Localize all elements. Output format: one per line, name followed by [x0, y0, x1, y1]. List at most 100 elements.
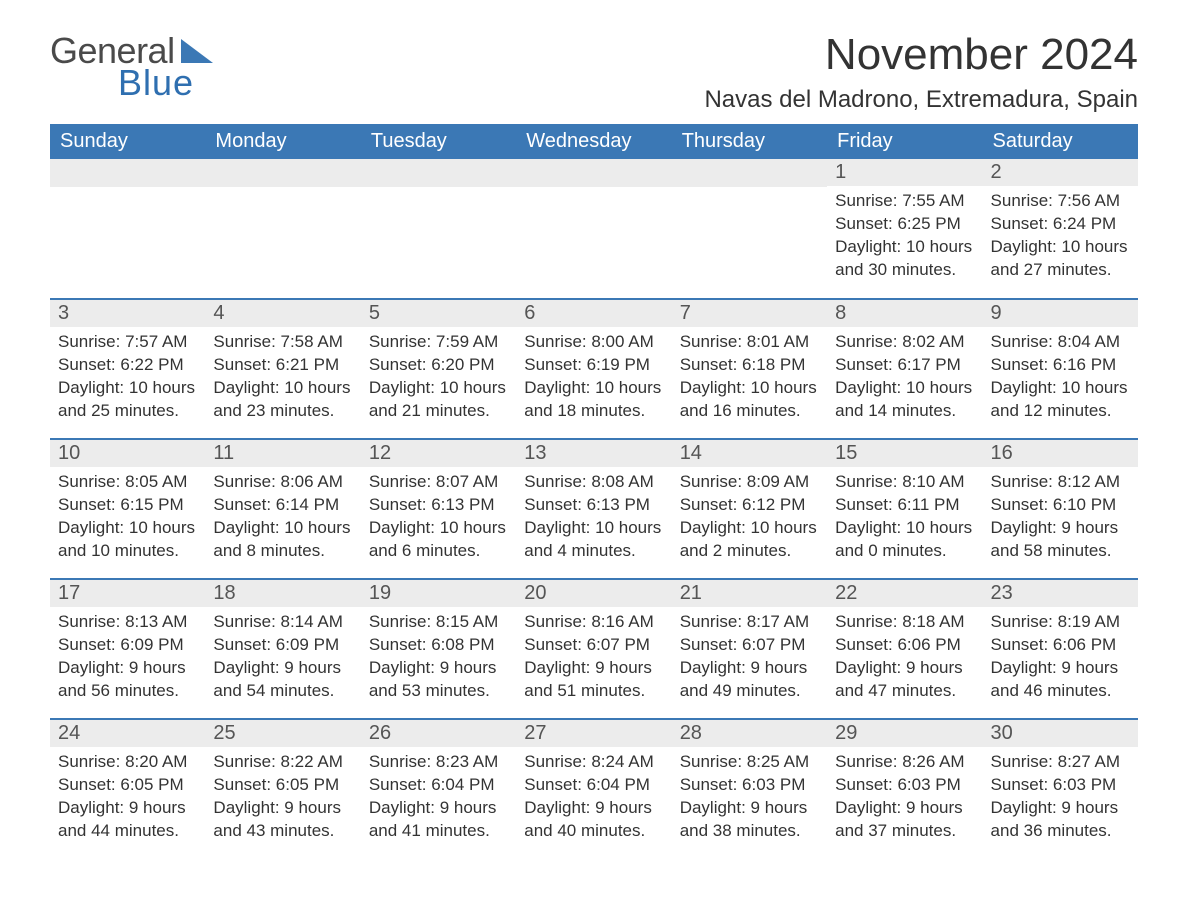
- day-number: 25: [205, 720, 360, 747]
- daylight-text: Daylight: 10 hours and 21 minutes.: [369, 377, 508, 423]
- calendar-day-cell: 15Sunrise: 8:10 AMSunset: 6:11 PMDayligh…: [827, 439, 982, 579]
- calendar-day-cell: 20Sunrise: 8:16 AMSunset: 6:07 PMDayligh…: [516, 579, 671, 719]
- sunset-text: Sunset: 6:05 PM: [58, 774, 197, 797]
- calendar-week-row: 1Sunrise: 7:55 AMSunset: 6:25 PMDaylight…: [50, 159, 1138, 299]
- daylight-text: Daylight: 10 hours and 30 minutes.: [835, 236, 974, 282]
- sunset-text: Sunset: 6:13 PM: [369, 494, 508, 517]
- sunrise-text: Sunrise: 8:20 AM: [58, 751, 197, 774]
- day-number-bar: [672, 159, 827, 187]
- day-number: 16: [983, 440, 1138, 467]
- day-details: Sunrise: 8:05 AMSunset: 6:15 PMDaylight:…: [50, 467, 205, 571]
- calendar-day-cell: 9 Sunrise: 8:04 AMSunset: 6:16 PMDaylight…: [983, 299, 1138, 439]
- day-details: Sunrise: 8:22 AMSunset: 6:05 PMDaylight:…: [205, 747, 360, 851]
- sunrise-text: Sunrise: 8:06 AM: [213, 471, 352, 494]
- sunrise-text: Sunrise: 8:23 AM: [369, 751, 508, 774]
- weekday-header: Tuesday: [361, 124, 516, 159]
- calendar-week-row: 3 Sunrise: 7:57 AMSunset: 6:22 PM Daylight…: [50, 299, 1138, 439]
- sunrise-text: Sunrise: 8:25 AM: [680, 751, 819, 774]
- day-number: 1: [827, 159, 982, 186]
- sunrise-text: Sunrise: 8:04 AM: [991, 331, 1130, 354]
- sunrise-text: Sunrise: 8:08 AM: [524, 471, 663, 494]
- day-number: 20: [516, 580, 671, 607]
- sunrise-text: Sunrise: 8:17 AM: [680, 611, 819, 634]
- day-details: Sunrise: 8:10 AMSunset: 6:11 PMDaylight:…: [827, 467, 982, 571]
- sail-icon: [181, 39, 213, 63]
- sunset-text: Sunset: 6:08 PM: [369, 634, 508, 657]
- day-details: Sunrise: 8:19 AMSunset: 6:06 PMDaylight:…: [983, 607, 1138, 711]
- weekday-header: Saturday: [983, 124, 1138, 159]
- sunrise-text: Sunrise: 8:18 AM: [835, 611, 974, 634]
- calendar-day-cell: 30Sunrise: 8:27 AMSunset: 6:03 PMDayligh…: [983, 719, 1138, 859]
- calendar-empty-cell: [205, 159, 360, 299]
- sunset-text: Sunset: 6:20 PM: [369, 354, 508, 377]
- day-number: 10: [50, 440, 205, 467]
- sunrise-text: Sunrise: 8:24 AM: [524, 751, 663, 774]
- daylight-text: Daylight: 9 hours and 49 minutes.: [680, 657, 819, 703]
- sunset-text: Sunset: 6:03 PM: [991, 774, 1130, 797]
- sunrise-text: Sunrise: 8:19 AM: [991, 611, 1130, 634]
- sunset-text: Sunset: 6:24 PM: [991, 213, 1130, 236]
- daylight-text: Daylight: 10 hours and 12 minutes.: [991, 377, 1130, 423]
- calendar-day-cell: 24Sunrise: 8:20 AMSunset: 6:05 PMDayligh…: [50, 719, 205, 859]
- calendar-day-cell: 19 Sunrise: 8:15 AMSunset: 6:08 PMDayligh…: [361, 579, 516, 719]
- day-number: 23: [983, 580, 1138, 607]
- day-number: 29: [827, 720, 982, 747]
- sunset-text: Sunset: 6:16 PM: [991, 354, 1130, 377]
- calendar-empty-cell: [50, 159, 205, 299]
- day-details: Sunrise: 8:13 AMSunset: 6:09 PMDaylight:…: [50, 607, 205, 711]
- calendar-day-cell: 22Sunrise: 8:18 AMSunset: 6:06 PMDayligh…: [827, 579, 982, 719]
- sunset-text: Sunset: 6:05 PM: [213, 774, 352, 797]
- title-block: November 2024 Navas del Madrono, Extrema…: [704, 30, 1138, 114]
- weekday-header: Thursday: [672, 124, 827, 159]
- daylight-text: Daylight: 9 hours and 38 minutes.: [680, 797, 819, 843]
- day-number: 11: [205, 440, 360, 467]
- day-number: 21: [672, 580, 827, 607]
- day-number: 19: [361, 580, 516, 607]
- day-details: Sunrise: 8:14 AMSunset: 6:09 PMDaylight:…: [205, 607, 360, 711]
- day-details: Sunrise: 8:01 AMSunset: 6:18 PMDaylight:…: [672, 327, 827, 431]
- day-number: 2: [983, 159, 1138, 186]
- day-number: 24: [50, 720, 205, 747]
- day-details: Sunrise: 7:58 AMSunset: 6:21 PMDaylight:…: [205, 327, 360, 431]
- daylight-text: Daylight: 10 hours and 8 minutes.: [213, 517, 352, 563]
- day-details: Sunrise: 8:20 AMSunset: 6:05 PMDaylight:…: [50, 747, 205, 851]
- daylight-text: Daylight: 9 hours and 36 minutes.: [991, 797, 1130, 843]
- calendar-day-cell: 29Sunrise: 8:26 AMSunset: 6:03 PMDayligh…: [827, 719, 982, 859]
- sunrise-text: Sunrise: 8:00 AM: [524, 331, 663, 354]
- sunset-text: Sunset: 6:12 PM: [680, 494, 819, 517]
- calendar-day-cell: 16Sunrise: 8:12 AMSunset: 6:10 PMDayligh…: [983, 439, 1138, 579]
- sunrise-text: Sunrise: 8:15 AM: [369, 611, 508, 634]
- day-details: Sunrise: 8:12 AMSunset: 6:10 PMDaylight:…: [983, 467, 1138, 571]
- day-number-bar: [50, 159, 205, 187]
- calendar-week-row: 10Sunrise: 8:05 AMSunset: 6:15 PMDayligh…: [50, 439, 1138, 579]
- sunset-text: Sunset: 6:19 PM: [524, 354, 663, 377]
- day-number: 9: [983, 300, 1138, 327]
- day-number: 3: [50, 300, 205, 327]
- calendar-day-cell: 4Sunrise: 7:58 AMSunset: 6:21 PMDaylight…: [205, 299, 360, 439]
- sunset-text: Sunset: 6:17 PM: [835, 354, 974, 377]
- daylight-text: Daylight: 9 hours and 53 minutes.: [369, 657, 508, 703]
- day-details: Sunrise: 8:17 AMSunset: 6:07 PMDaylight:…: [672, 607, 827, 711]
- sunset-text: Sunset: 6:06 PM: [991, 634, 1130, 657]
- day-details: Sunrise: 8:06 AMSunset: 6:14 PMDaylight:…: [205, 467, 360, 571]
- day-number: 14: [672, 440, 827, 467]
- sunrise-text: Sunrise: 8:07 AM: [369, 471, 508, 494]
- sunset-text: Sunset: 6:22 PM: [58, 354, 197, 377]
- day-number: 8: [827, 300, 982, 327]
- day-details: Sunrise: 8:07 AMSunset: 6:13 PMDaylight:…: [361, 467, 516, 571]
- day-details: Sunrise: 7:59 AMSunset: 6:20 PMDaylight:…: [361, 327, 516, 431]
- sunset-text: Sunset: 6:07 PM: [524, 634, 663, 657]
- sunrise-text: Sunrise: 7:56 AM: [991, 190, 1130, 213]
- day-number: 30: [983, 720, 1138, 747]
- sunrise-text: Sunrise: 8:02 AM: [835, 331, 974, 354]
- sunset-text: Sunset: 6:18 PM: [680, 354, 819, 377]
- sunrise-text: Sunrise: 8:01 AM: [680, 331, 819, 354]
- day-number: 13: [516, 440, 671, 467]
- month-title: November 2024: [704, 30, 1138, 80]
- day-details: Sunrise: 7:56 AMSunset: 6:24 PMDaylight:…: [983, 186, 1138, 290]
- weekday-header: Monday: [205, 124, 360, 159]
- day-details: Sunrise: 8:08 AMSunset: 6:13 PMDaylight:…: [516, 467, 671, 571]
- day-number: 15: [827, 440, 982, 467]
- sunrise-text: Sunrise: 8:05 AM: [58, 471, 197, 494]
- sunrise-text: Sunrise: 7:57 AM: [58, 331, 197, 354]
